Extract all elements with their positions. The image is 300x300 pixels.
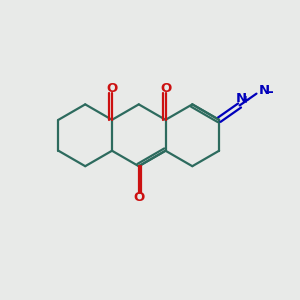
Text: N: N bbox=[258, 84, 269, 97]
Text: O: O bbox=[133, 191, 144, 205]
Text: O: O bbox=[106, 82, 118, 94]
Text: N: N bbox=[236, 92, 247, 106]
Text: -: - bbox=[267, 85, 273, 99]
Text: +: + bbox=[242, 95, 250, 105]
Text: O: O bbox=[160, 82, 171, 94]
